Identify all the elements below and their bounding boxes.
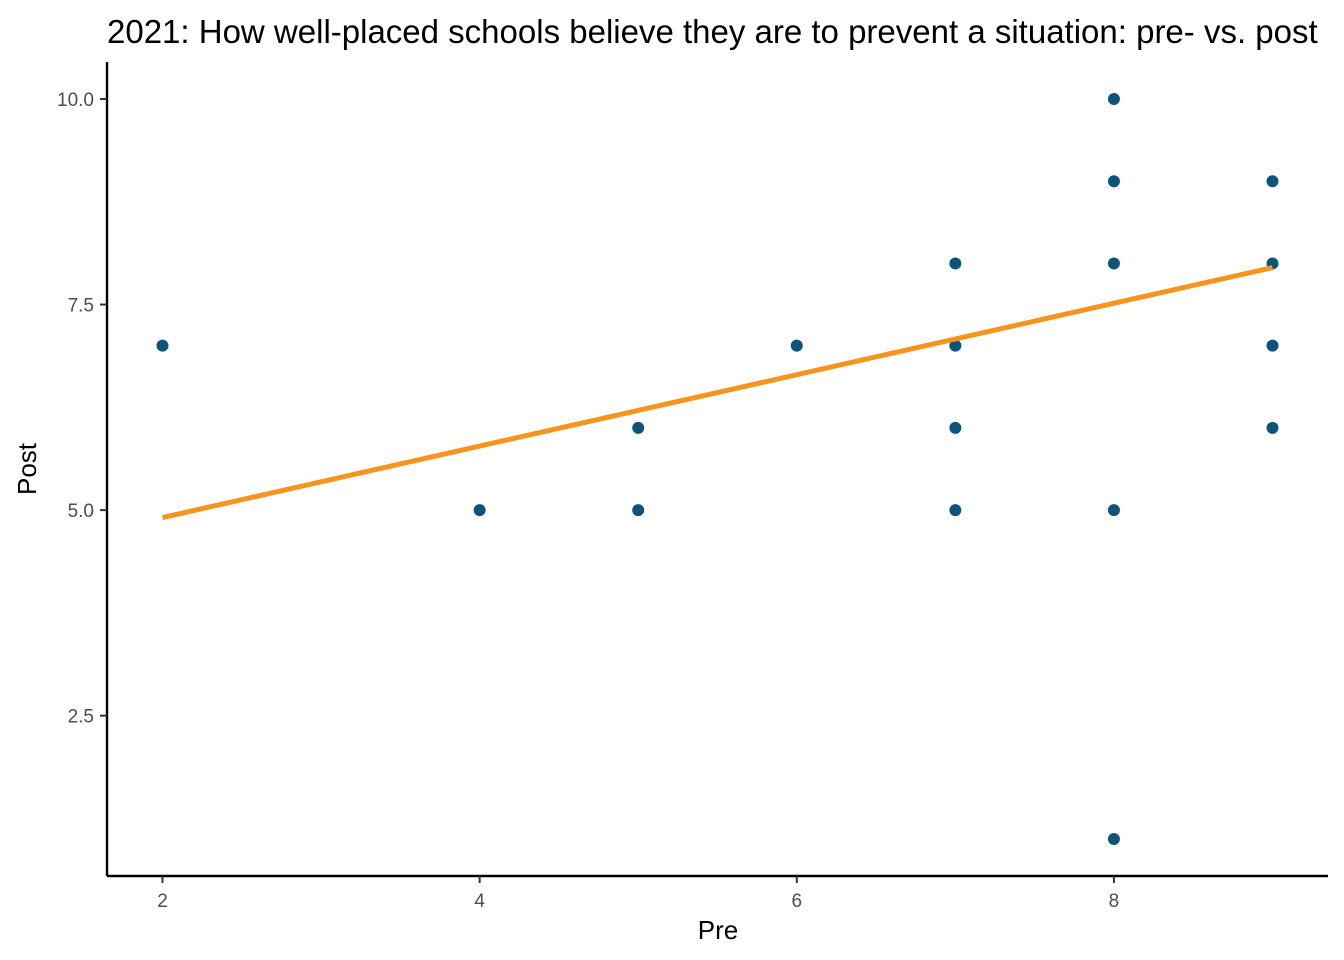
y-axis-ticks: 2.5 5.0 7.5 10.0 <box>57 90 107 728</box>
y-tick-label: 7.5 <box>68 296 94 317</box>
trend-line <box>161 265 1274 520</box>
data-point <box>1266 175 1279 188</box>
y-axis-title: Post <box>12 442 42 495</box>
data-point <box>632 421 645 434</box>
y-tick-label: 10.0 <box>57 90 94 111</box>
data-point <box>949 339 962 352</box>
x-tick-label: 6 <box>791 891 802 912</box>
data-point <box>1107 257 1120 270</box>
data-point <box>1107 175 1120 188</box>
data-point <box>1107 504 1120 517</box>
x-tick-label: 4 <box>474 891 485 912</box>
x-axis-ticks: 2 4 6 8 <box>157 876 1119 912</box>
x-axis-title: Pre <box>698 915 738 945</box>
data-point <box>1107 93 1120 105</box>
data-point <box>790 339 803 352</box>
data-point <box>949 257 962 270</box>
plot-area <box>156 93 1279 845</box>
data-point <box>156 339 169 352</box>
data-point <box>949 421 962 434</box>
data-point <box>473 504 486 517</box>
x-tick-label: 8 <box>1109 891 1120 912</box>
chart-title: 2021: How well-placed schools believe th… <box>107 13 1318 50</box>
data-point <box>632 504 645 517</box>
x-tick-label: 2 <box>157 891 168 912</box>
data-point <box>1266 339 1279 352</box>
data-point <box>1266 421 1279 434</box>
data-point <box>949 504 962 517</box>
y-tick-label: 2.5 <box>68 707 94 728</box>
y-tick-label: 5.0 <box>68 501 94 522</box>
data-point <box>1107 833 1120 845</box>
